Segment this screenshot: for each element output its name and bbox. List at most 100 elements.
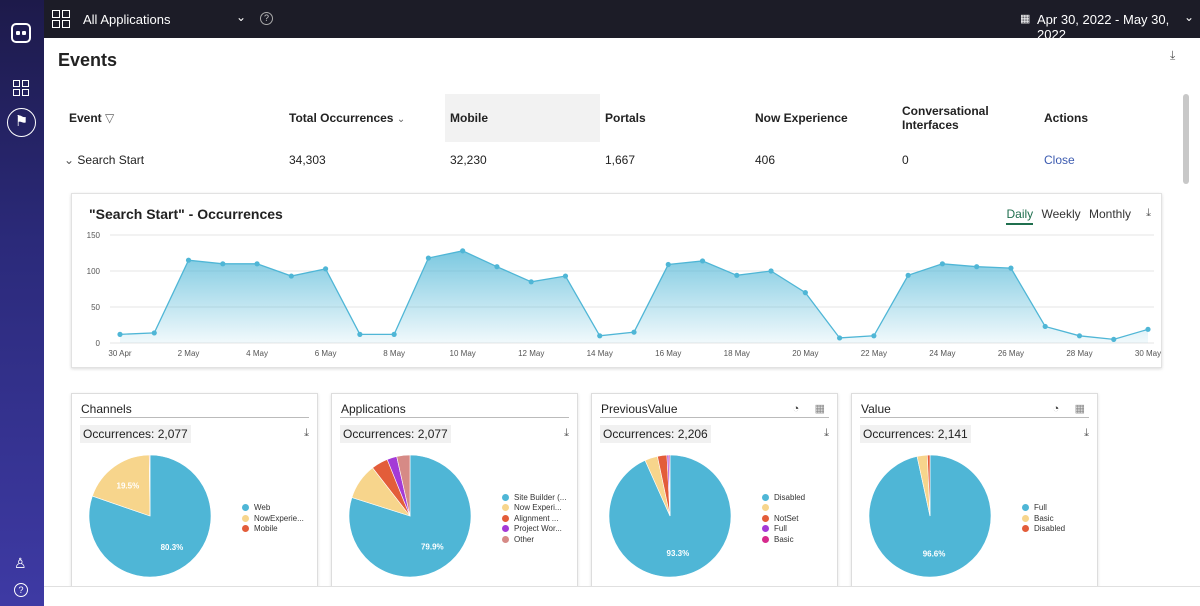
- pie-chart-icon[interactable]: ◔: [1052, 403, 1060, 415]
- legend-item[interactable]: Alignment ...: [502, 514, 566, 525]
- data-point[interactable]: [1042, 323, 1048, 330]
- title-divider: [340, 417, 569, 418]
- chart-download-icon[interactable]: ⤓: [1146, 207, 1151, 219]
- legend-item[interactable]: Other: [502, 535, 566, 546]
- filter-icon[interactable]: ▽: [105, 111, 115, 125]
- data-point[interactable]: [768, 268, 774, 274]
- download-icon[interactable]: ⤓: [1170, 48, 1176, 62]
- data-point[interactable]: [665, 261, 671, 268]
- data-point[interactable]: [391, 331, 397, 337]
- data-point[interactable]: [871, 333, 877, 339]
- legend-item[interactable]: Full: [1022, 503, 1065, 514]
- scrollbar[interactable]: [1183, 94, 1189, 184]
- legend-item[interactable]: [762, 503, 805, 514]
- data-point[interactable]: [734, 272, 740, 278]
- pie-slice[interactable]: [91, 454, 151, 517]
- flag-icon[interactable]: ⚑: [7, 108, 36, 137]
- data-point[interactable]: [802, 290, 808, 296]
- x-tick-label: 24 May: [929, 349, 955, 358]
- table-icon[interactable]: ▦: [814, 403, 825, 415]
- question-icon[interactable]: ?: [260, 12, 273, 25]
- data-point[interactable]: [117, 331, 123, 337]
- data-point[interactable]: [699, 258, 706, 264]
- slice-label: 79.9%: [421, 543, 444, 552]
- legend-item[interactable]: Project Wor...: [502, 524, 566, 535]
- tab-monthly[interactable]: Monthly: [1088, 207, 1131, 221]
- data-point[interactable]: [254, 261, 260, 267]
- app-logo-icon[interactable]: [11, 23, 31, 43]
- data-point[interactable]: [220, 261, 226, 267]
- legend-swatch: [502, 514, 509, 522]
- data-point[interactable]: [494, 264, 500, 270]
- header-total-occurrences[interactable]: Total Occurrences: [289, 111, 394, 125]
- help-icon[interactable]: ?: [14, 583, 28, 597]
- legend-item[interactable]: Web: [242, 503, 304, 514]
- chevron-down-icon[interactable]: ⌄: [236, 10, 247, 24]
- user-icon[interactable]: ♙: [14, 555, 27, 571]
- data-point[interactable]: [425, 255, 431, 261]
- header-conversational[interactable]: Conversational Interfaces: [902, 104, 989, 132]
- date-chevron-down-icon[interactable]: ⌄: [1184, 10, 1195, 24]
- table-row[interactable]: ⌄ Search Start: [64, 153, 144, 167]
- data-point[interactable]: [1008, 265, 1014, 271]
- data-point[interactable]: [837, 335, 843, 341]
- legend-item[interactable]: Site Builder (...: [502, 493, 566, 504]
- pie-download-icon[interactable]: ⤓: [1084, 427, 1089, 439]
- sort-chevron-icon[interactable]: ⌄: [396, 114, 406, 125]
- legend-item[interactable]: NotSet: [762, 514, 805, 525]
- data-point[interactable]: [939, 261, 946, 267]
- legend-item[interactable]: Mobile: [242, 524, 304, 535]
- legend-item[interactable]: Full: [762, 524, 805, 535]
- legend-swatch: [762, 514, 769, 522]
- legend-item[interactable]: Basic: [1022, 514, 1065, 525]
- data-point[interactable]: [905, 272, 911, 278]
- table-icon[interactable]: ▦: [1074, 403, 1085, 415]
- area-fill: [120, 250, 1148, 343]
- pie-download-icon[interactable]: ⤓: [304, 427, 309, 439]
- data-point[interactable]: [151, 330, 157, 336]
- data-point[interactable]: [1076, 333, 1083, 339]
- tab-daily[interactable]: Daily: [1006, 207, 1034, 225]
- data-point[interactable]: [974, 264, 980, 270]
- calendar-icon[interactable]: ▦: [1020, 13, 1031, 25]
- close-link[interactable]: Close: [1044, 153, 1075, 167]
- data-point[interactable]: [528, 279, 534, 285]
- data-point[interactable]: [323, 266, 329, 272]
- header-event[interactable]: Event: [69, 111, 102, 125]
- x-tick-label: 8 May: [383, 349, 405, 358]
- data-point[interactable]: [460, 248, 466, 254]
- legend-item[interactable]: Disabled: [1022, 524, 1065, 535]
- legend-item[interactable]: Now Experi...: [502, 503, 566, 514]
- legend-label: NowExperie...: [254, 513, 304, 523]
- tab-weekly[interactable]: Weekly: [1041, 207, 1081, 221]
- legend-item[interactable]: Disabled: [762, 493, 805, 504]
- pie-slice[interactable]: [668, 454, 671, 517]
- data-point[interactable]: [288, 273, 294, 279]
- expand-chevron-icon[interactable]: ⌄: [64, 153, 75, 167]
- application-selector[interactable]: All Applications: [83, 12, 171, 27]
- header-mobile[interactable]: Mobile: [450, 111, 488, 125]
- pie-chart-icon[interactable]: ◔: [792, 403, 800, 415]
- pie-slice[interactable]: [396, 454, 411, 517]
- data-point[interactable]: [185, 257, 192, 263]
- header-now-experience[interactable]: Now Experience: [755, 111, 848, 125]
- pie-download-icon[interactable]: ⤓: [824, 427, 829, 439]
- pie-slice[interactable]: [148, 454, 151, 517]
- legend-item[interactable]: Basic: [762, 535, 805, 546]
- dashboard-grid-icon[interactable]: [13, 80, 29, 96]
- data-point[interactable]: [1111, 336, 1117, 342]
- data-point[interactable]: [631, 329, 637, 335]
- data-point[interactable]: [597, 333, 603, 339]
- data-point[interactable]: [562, 273, 569, 279]
- pie-slice[interactable]: [608, 454, 732, 578]
- legend-item[interactable]: NowExperie...: [242, 514, 304, 525]
- data-point[interactable]: [1145, 326, 1151, 332]
- pie-download-icon[interactable]: ⤓: [564, 427, 569, 439]
- legend-swatch: [1022, 525, 1029, 533]
- header-portals[interactable]: Portals: [605, 111, 646, 125]
- pie-slice[interactable]: [927, 454, 931, 517]
- pie-card-3: Value ◔ ▦ Occurrences: 2,141 ⤓ 96.6% Full Basi…: [851, 393, 1098, 586]
- apps-grid-icon[interactable]: [52, 10, 70, 28]
- cell-now-experience: 406: [755, 153, 776, 167]
- data-point[interactable]: [357, 331, 363, 337]
